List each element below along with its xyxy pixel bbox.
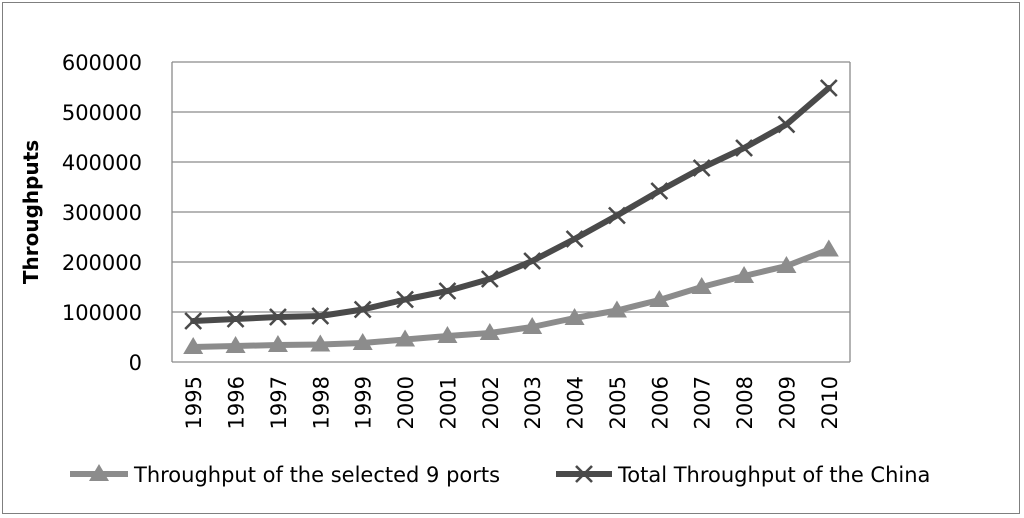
x-tick-label: 1995 bbox=[182, 376, 206, 429]
x-tick-label: 2001 bbox=[436, 376, 460, 429]
y-axis-ticks: 0 100000 200000 300000 400000 500000 600000 bbox=[62, 51, 142, 375]
y-tick-label: 100000 bbox=[62, 301, 142, 325]
x-tick-label: 2008 bbox=[733, 376, 757, 429]
data-point-triangle bbox=[225, 336, 246, 353]
y-tick-label: 400000 bbox=[62, 151, 142, 175]
data-point-x bbox=[523, 252, 542, 270]
data-point-x bbox=[269, 308, 287, 326]
data-point-triangle bbox=[395, 329, 416, 347]
x-tick-label: 2004 bbox=[564, 376, 588, 429]
y-tick-label: 300000 bbox=[62, 201, 142, 225]
y-tick-label: 200000 bbox=[62, 251, 142, 275]
y-tick-label: 600000 bbox=[62, 51, 142, 75]
data-point-x bbox=[438, 282, 457, 300]
series-2 bbox=[184, 79, 838, 330]
data-point-x bbox=[480, 270, 499, 288]
data-point-x bbox=[777, 115, 796, 134]
gridlines bbox=[171, 61, 851, 363]
legend-item-1: Throughput of the selected 9 ports bbox=[70, 463, 500, 487]
legend-label: Total Throughput of the China bbox=[617, 463, 930, 487]
x-tick-label: 1996 bbox=[225, 376, 249, 429]
legend-triangle-marker bbox=[89, 464, 109, 481]
series-1 bbox=[183, 239, 839, 354]
x-tick-label: 2010 bbox=[818, 376, 842, 429]
x-tick-label: 1998 bbox=[309, 376, 333, 429]
x-tick-label: 2005 bbox=[606, 376, 630, 429]
data-point-x bbox=[650, 182, 669, 200]
data-point-triangle bbox=[310, 334, 331, 352]
data-point-triangle bbox=[818, 239, 839, 257]
legend-label: Throughput of the selected 9 ports bbox=[133, 463, 500, 487]
x-tick-label: 1999 bbox=[352, 376, 376, 429]
legend: Throughput of the selected 9 ports Total … bbox=[70, 463, 930, 487]
x-tick-label: 2009 bbox=[775, 376, 799, 429]
x-tick-label: 2000 bbox=[394, 376, 418, 429]
data-point-x bbox=[819, 79, 838, 97]
data-point-x bbox=[608, 206, 626, 225]
data-point-x bbox=[692, 159, 711, 177]
data-point-x bbox=[396, 290, 414, 309]
y-axis-title: Throughputs bbox=[19, 140, 43, 284]
data-point-triangle bbox=[352, 333, 373, 350]
data-point-x bbox=[735, 139, 753, 157]
data-point-triangle bbox=[691, 277, 712, 294]
data-point-triangle bbox=[479, 323, 500, 340]
data-point-triangle bbox=[267, 335, 288, 352]
data-point-x bbox=[184, 312, 203, 330]
data-point-triangle bbox=[606, 300, 627, 318]
data-point-triangle bbox=[183, 337, 204, 354]
y-tick-label: 0 bbox=[129, 351, 142, 375]
x-tick-label: 1997 bbox=[267, 376, 291, 429]
data-point-triangle bbox=[437, 326, 458, 343]
series-line bbox=[190, 246, 832, 350]
y-tick-label: 500000 bbox=[62, 101, 142, 125]
x-tick-label: 2003 bbox=[521, 376, 545, 429]
data-point-x bbox=[353, 300, 372, 319]
data-point-triangle bbox=[564, 308, 585, 325]
data-point-triangle bbox=[522, 317, 543, 334]
data-point-triangle bbox=[734, 266, 755, 283]
data-point-triangle bbox=[776, 256, 797, 273]
series-line bbox=[190, 85, 832, 324]
x-tick-label: 2007 bbox=[691, 376, 715, 429]
x-axis-ticks: 1995 1996 1997 1998 1999 2000 2001 2002 2003 2004… bbox=[182, 376, 842, 429]
x-tick-label: 2006 bbox=[648, 376, 672, 429]
legend-x-marker bbox=[575, 465, 593, 483]
data-point-x bbox=[565, 230, 584, 248]
x-tick-label: 2002 bbox=[479, 376, 503, 429]
series-group bbox=[183, 79, 839, 354]
data-point-x bbox=[311, 307, 330, 325]
legend-item-2: Total Throughput of the China bbox=[556, 463, 930, 487]
data-point-triangle bbox=[649, 290, 670, 307]
data-point-x bbox=[226, 310, 245, 328]
